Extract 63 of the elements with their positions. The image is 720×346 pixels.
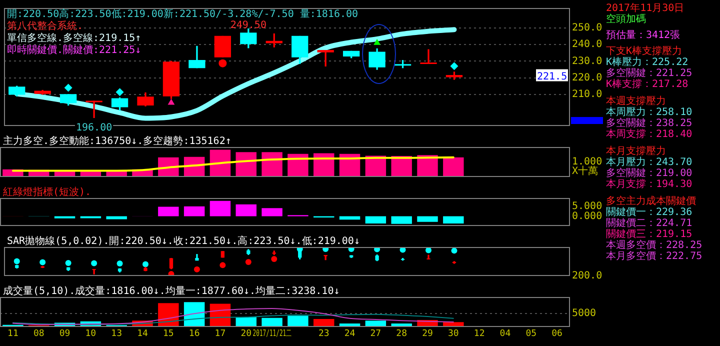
y-axis-title: X十萬 bbox=[572, 165, 598, 177]
text: 預估量：3412張 bbox=[606, 30, 682, 41]
text: 下支K棒支撐壓力 bbox=[606, 46, 684, 57]
text: 多空關鍵：219.00 bbox=[606, 168, 694, 179]
chart-title: 紅綠燈指標(短波). bbox=[3, 186, 92, 198]
y-tick-label: 230.0 bbox=[572, 56, 602, 67]
text: 本月支撐：194.30 bbox=[606, 179, 694, 190]
x-tick-label: 12 bbox=[474, 329, 485, 339]
x-tick-label: 11 bbox=[8, 329, 18, 339]
y-tick-label: 220.0 bbox=[572, 72, 602, 84]
text: 本月壓力：243.70 bbox=[606, 157, 694, 168]
y-tick-label: 240.0 bbox=[572, 39, 602, 50]
text: K棒支撐：217.28 bbox=[606, 79, 690, 90]
x-tick-label: 24 bbox=[344, 329, 356, 339]
x-tick-label: 09 bbox=[59, 329, 70, 339]
x-tick-label: 30 bbox=[448, 329, 459, 339]
text: 關鍵價一：229.36 bbox=[606, 207, 694, 218]
y-tick-label: 210.0 bbox=[572, 89, 602, 100]
text: 關鍵價三：219.15 bbox=[606, 229, 694, 240]
text: 本周支撐：218.40 bbox=[606, 129, 694, 140]
text: 2017年11月30日 bbox=[606, 3, 686, 14]
x-tick-label: 05 bbox=[526, 329, 537, 339]
annotation: 即時關鍵價.關鍵價:221.25↓ bbox=[7, 44, 142, 56]
y-tick-label: 0.000 bbox=[572, 210, 602, 222]
x-tick-label: 10 bbox=[85, 329, 96, 339]
chart-title: 成交量(5,10).成交量:1816.00↓.均量一:1877.60↓.均量二:3238.10↓ bbox=[3, 285, 340, 297]
chart-title: 開:220.50高:223.50低:219.00新:221.50/-3.28%/-7.50 量:1816.00 bbox=[7, 8, 358, 20]
x-tick-label: 04 bbox=[500, 329, 511, 339]
text: K棒壓力：225.22 bbox=[606, 57, 690, 68]
text: 本月多空價：222.75 bbox=[606, 251, 704, 262]
text: 空頭加碼 bbox=[606, 14, 647, 25]
text: 本週支撐壓力 bbox=[606, 96, 667, 107]
chart-title: 主力多空.多空動能:136750↓.多空趨勢:135162↑ bbox=[3, 135, 232, 147]
x-tick-label: 28 bbox=[396, 329, 408, 339]
annotation: 221.5 bbox=[537, 71, 568, 82]
x-tick-label: 27 bbox=[370, 329, 382, 339]
x-tick-label: 23 bbox=[318, 329, 330, 339]
text: 多空主力成本關鍵價 bbox=[606, 196, 697, 207]
x-tick-label: 15 bbox=[162, 329, 174, 339]
x-tick-label: 2017/11/21二 bbox=[252, 328, 292, 338]
x-tick-label: 14 bbox=[137, 329, 148, 339]
x-tick-label: 29 bbox=[422, 329, 433, 339]
y-tick-label: 5000 bbox=[572, 308, 596, 320]
text: 關鍵價二：224.71 bbox=[606, 218, 694, 229]
y-tick-label: 5.000 bbox=[572, 201, 602, 212]
annotation: 196.00 bbox=[76, 122, 112, 134]
x-tick-label: 17 bbox=[214, 329, 226, 339]
x-tick-label: 06 bbox=[552, 329, 562, 339]
x-tick-label: 16 bbox=[188, 329, 200, 339]
text: 本週多空價：228.25 bbox=[606, 240, 704, 251]
text: 本月支撐壓力 bbox=[606, 146, 667, 157]
text: 200.0 bbox=[572, 270, 602, 282]
x-tick-label: 08 bbox=[33, 329, 44, 339]
text: 本周壓力：258.10 bbox=[606, 107, 694, 118]
annotation: 249.50 bbox=[230, 20, 266, 31]
x-tick-label: 13 bbox=[111, 329, 122, 339]
text: 多空關鍵：238.25 bbox=[606, 118, 694, 129]
x-tick-label: 20 bbox=[240, 329, 252, 339]
chart-title: SAR拋物線(5,0.02).開:220.50↓.收:221.50↓.高:223.50↓.低:219.00↓ bbox=[7, 235, 360, 247]
y-tick-label: 250.0 bbox=[572, 22, 602, 34]
annotation: 單信多空線.多空線:219.15↑ bbox=[7, 32, 142, 44]
text: 多空關鍵：221.25 bbox=[606, 68, 694, 79]
annotation: 第八代整合系統. bbox=[7, 20, 84, 32]
